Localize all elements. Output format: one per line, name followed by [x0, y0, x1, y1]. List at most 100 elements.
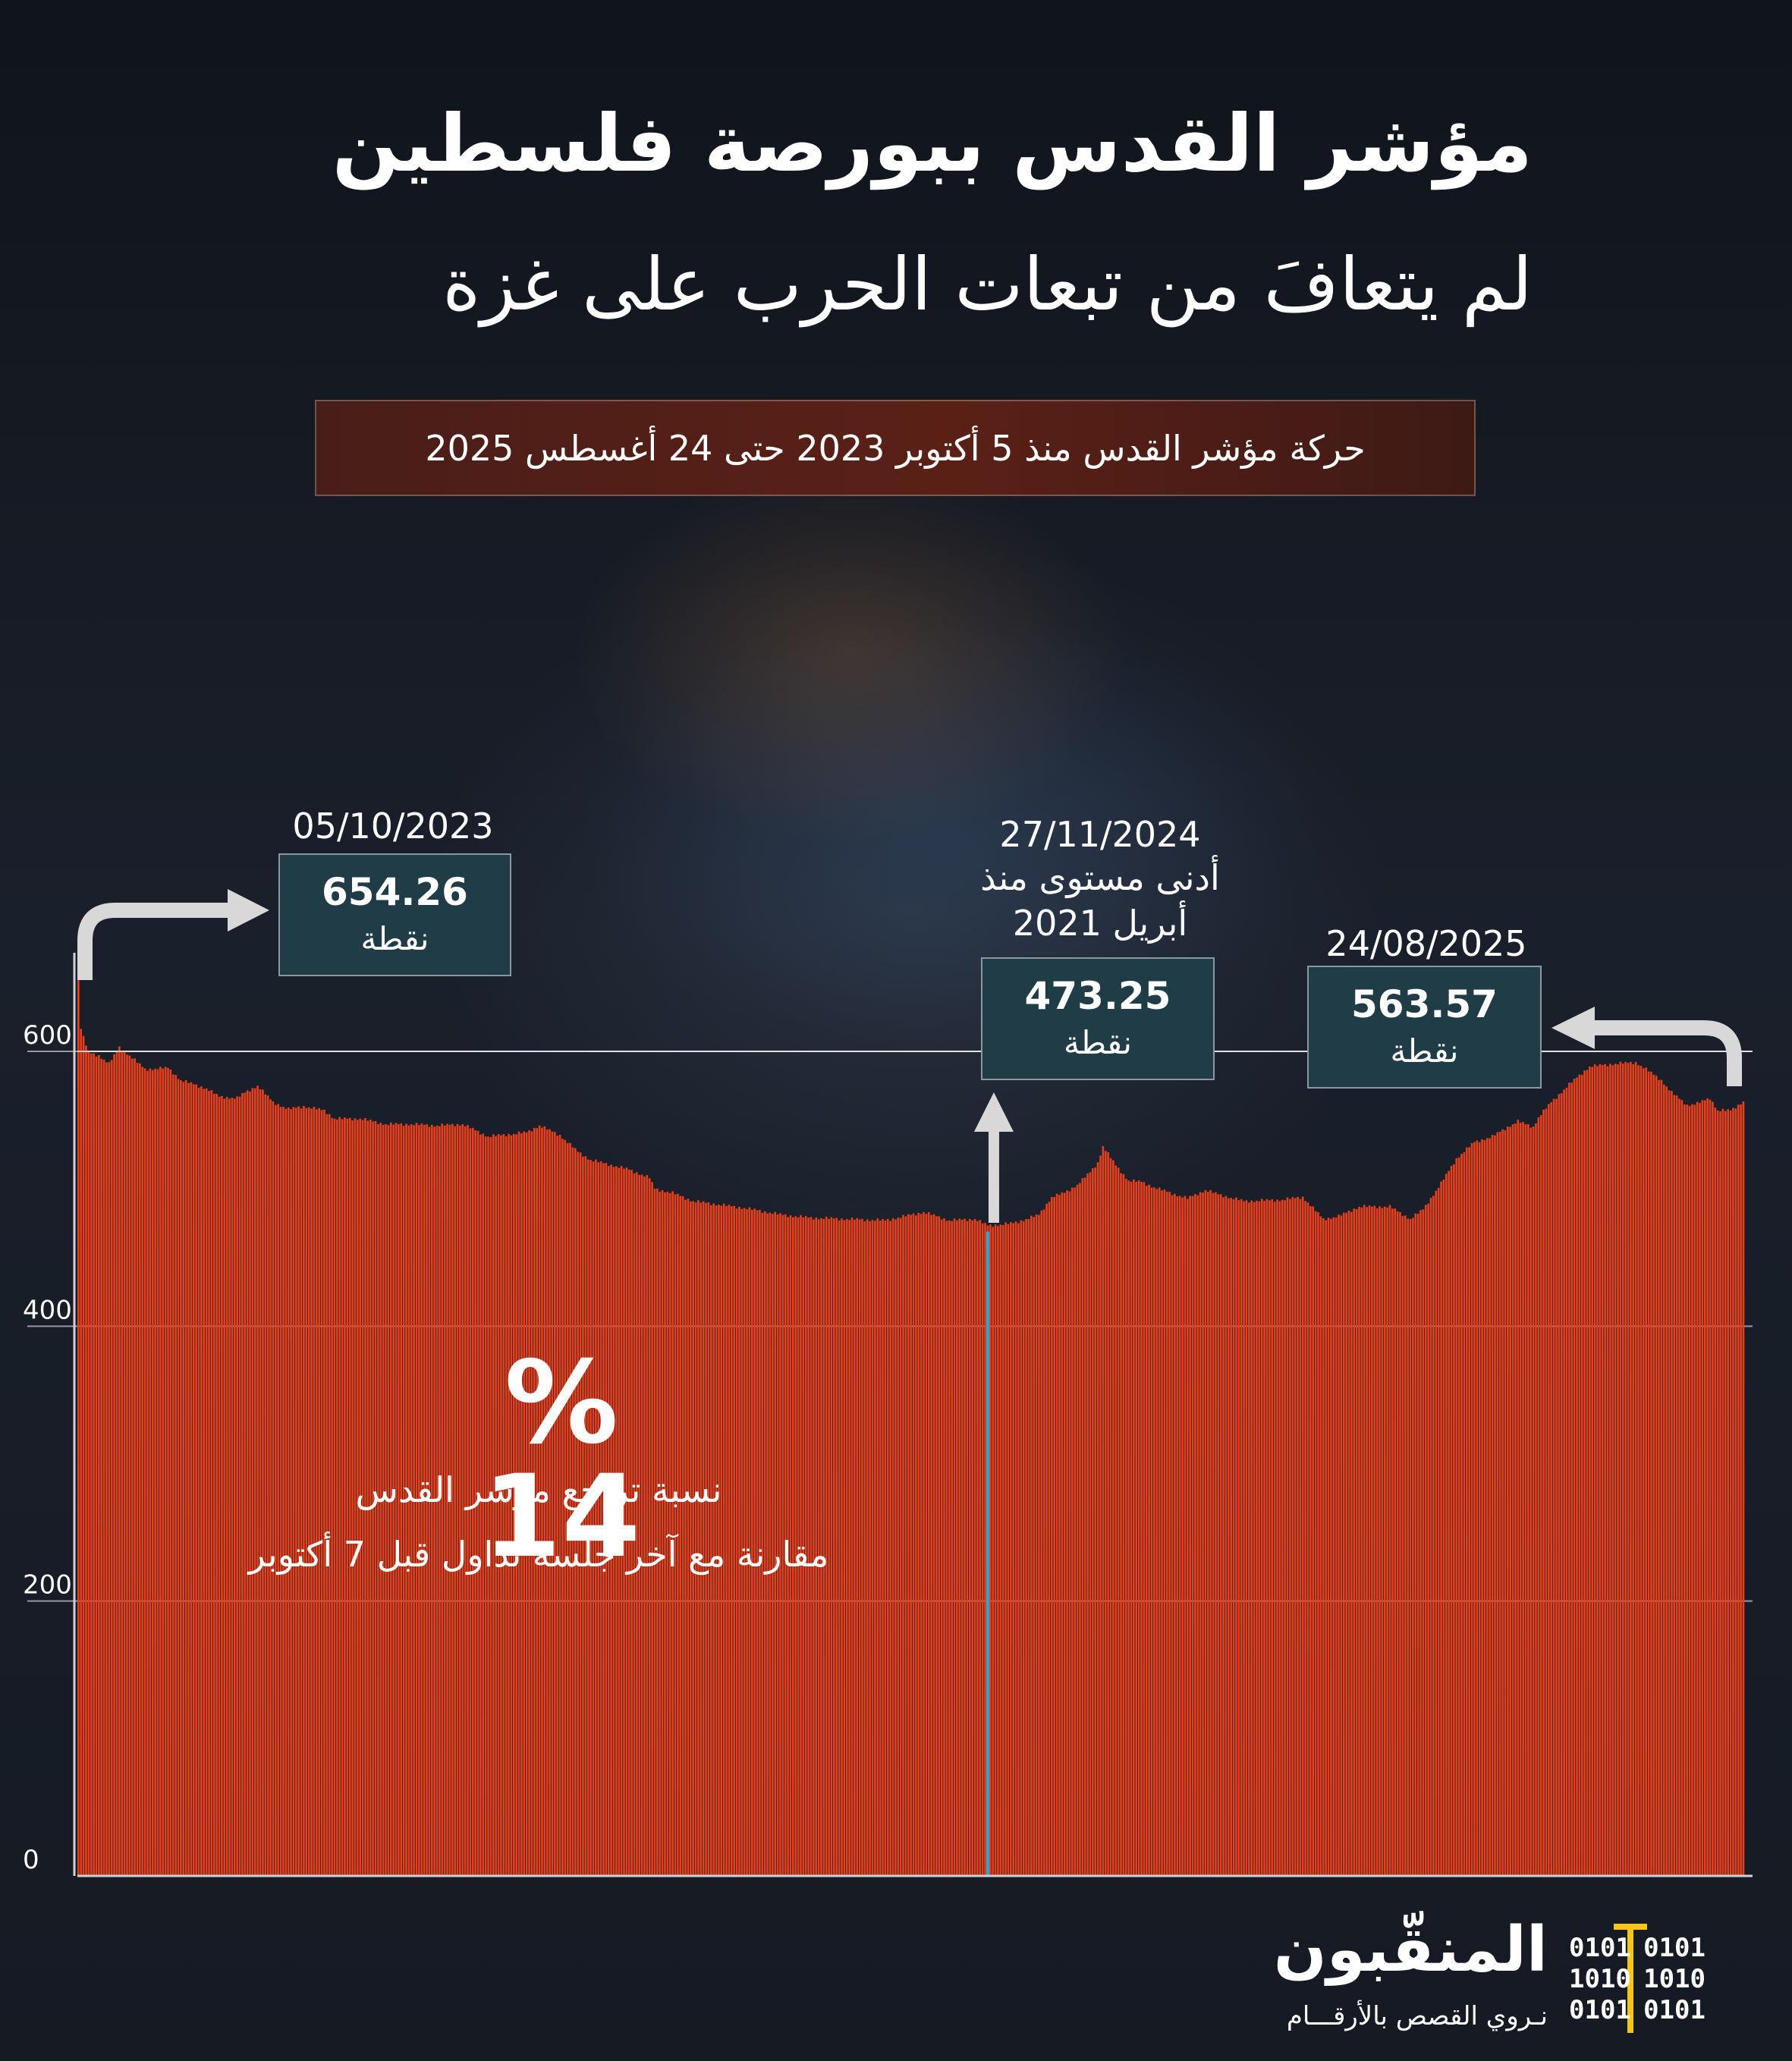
bar [781, 1214, 784, 1876]
bar [325, 1114, 329, 1876]
bar [1658, 1079, 1660, 1876]
bar [643, 1177, 646, 1876]
bar [574, 1148, 577, 1876]
bar [1089, 1172, 1092, 1876]
bar [1204, 1189, 1207, 1876]
bar [1358, 1206, 1360, 1876]
bar [1435, 1190, 1438, 1876]
bar [1517, 1120, 1520, 1876]
bar [607, 1166, 610, 1876]
bar [1243, 1201, 1245, 1876]
bar [1092, 1168, 1094, 1876]
bar [495, 1136, 497, 1876]
bar [300, 1108, 303, 1876]
bar [1696, 1101, 1699, 1876]
bar [1117, 1167, 1120, 1876]
bar [87, 1051, 90, 1876]
bar [730, 1206, 733, 1876]
bar [615, 1166, 618, 1876]
bar [1573, 1078, 1576, 1876]
bar [1051, 1197, 1053, 1876]
bar [828, 1218, 830, 1876]
bar [469, 1128, 472, 1876]
bar [1524, 1124, 1527, 1876]
bar [750, 1209, 753, 1876]
bar [630, 1170, 633, 1876]
bar [1589, 1066, 1591, 1876]
bar [800, 1214, 802, 1876]
bar [1355, 1208, 1358, 1876]
low-unit: نقطة [1064, 1024, 1132, 1061]
bar [244, 1092, 247, 1876]
bar [1286, 1197, 1289, 1876]
bar [1068, 1191, 1071, 1876]
bar [1055, 1193, 1058, 1876]
bar [984, 1223, 986, 1876]
bar [1448, 1170, 1450, 1876]
bar [331, 1117, 333, 1876]
bar [1109, 1158, 1112, 1876]
bar [920, 1214, 923, 1876]
bar [784, 1214, 787, 1876]
bar [1301, 1196, 1304, 1876]
bar [1360, 1207, 1363, 1876]
bar [93, 1053, 95, 1876]
bar [1552, 1098, 1555, 1876]
bar [517, 1131, 520, 1876]
bar [1263, 1201, 1265, 1876]
bar [1604, 1063, 1606, 1876]
bar [348, 1117, 351, 1876]
bar [1399, 1211, 1401, 1876]
bar [1099, 1155, 1102, 1876]
bar [1522, 1122, 1524, 1876]
bar [945, 1221, 948, 1876]
bar [1225, 1195, 1228, 1876]
bar [1071, 1187, 1074, 1876]
bar [476, 1130, 479, 1876]
bar [1483, 1140, 1486, 1876]
bar [310, 1108, 313, 1876]
bar [753, 1208, 756, 1876]
bar [1102, 1146, 1105, 1876]
bar [130, 1058, 134, 1876]
bar [1570, 1082, 1574, 1876]
bar [1642, 1068, 1645, 1876]
bar [738, 1207, 740, 1876]
bar [1247, 1202, 1250, 1876]
bar [515, 1134, 517, 1876]
bar [1230, 1197, 1232, 1876]
bar [1271, 1199, 1274, 1876]
bar [981, 1223, 984, 1876]
bar [1580, 1074, 1583, 1876]
bar [1621, 1063, 1624, 1876]
bar [633, 1173, 636, 1876]
bar [105, 1062, 108, 1876]
bar [1712, 1101, 1714, 1876]
bar [341, 1119, 344, 1876]
bar [1542, 1109, 1545, 1876]
bar [1409, 1219, 1412, 1876]
bar [115, 1051, 118, 1876]
bar [200, 1086, 203, 1876]
bar [948, 1220, 951, 1876]
bar [346, 1118, 349, 1876]
bar [1017, 1223, 1020, 1876]
bar [1319, 1216, 1322, 1876]
bar [156, 1069, 159, 1876]
bar [627, 1169, 630, 1876]
bar [1276, 1199, 1278, 1876]
bar [1045, 1203, 1048, 1876]
bar [940, 1219, 943, 1876]
binary-row: 1010 1010 [1569, 1964, 1706, 1995]
bar [1563, 1089, 1565, 1876]
bar [1189, 1195, 1191, 1876]
bar [164, 1067, 167, 1876]
bar [464, 1126, 467, 1876]
end-value: 563.57 [1351, 982, 1498, 1026]
bar [1548, 1104, 1550, 1876]
bar [361, 1120, 364, 1876]
bar [640, 1174, 643, 1876]
bar [861, 1218, 863, 1876]
bar [1014, 1221, 1017, 1876]
bar [1586, 1070, 1589, 1876]
